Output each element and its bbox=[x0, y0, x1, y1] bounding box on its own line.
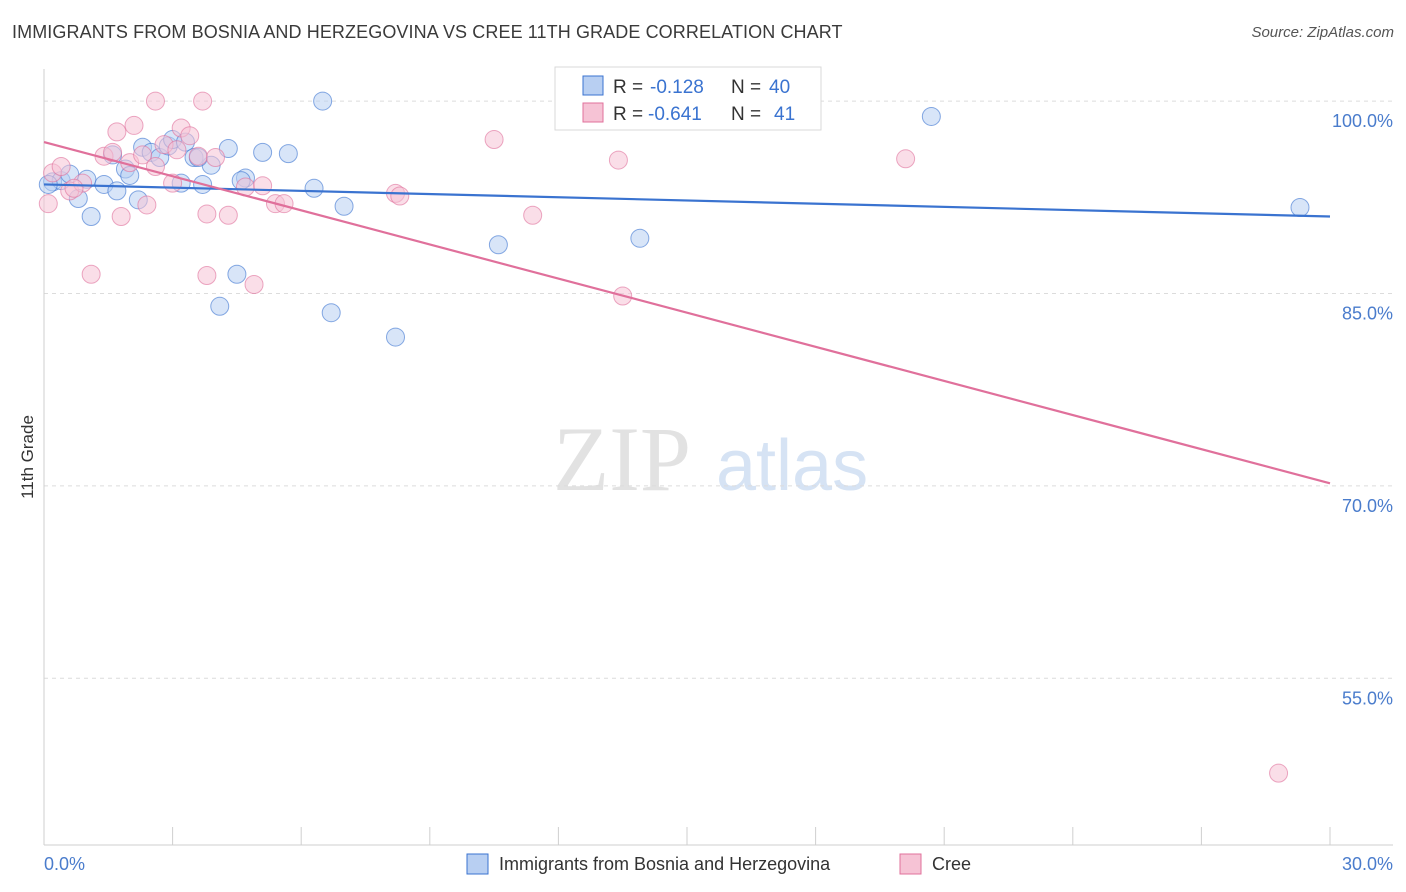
bosnia-point-26 bbox=[253, 142, 273, 162]
stats-swatch-pink bbox=[582, 102, 604, 123]
bosnia-point-31 bbox=[334, 196, 354, 216]
cree-point-9 bbox=[111, 207, 131, 227]
legend-label-bosnia: Immigrants from Bosnia and Herzegovina bbox=[499, 854, 831, 874]
trendlines bbox=[43, 141, 1331, 485]
cree-point-34 bbox=[608, 150, 628, 170]
bosnia-point-5 bbox=[81, 207, 101, 227]
bosnia-point-22 bbox=[210, 296, 230, 316]
cree-point-20 bbox=[188, 146, 208, 166]
cree-point-24 bbox=[205, 148, 225, 168]
bosnia-point-24 bbox=[227, 264, 247, 284]
cree-point-15 bbox=[145, 91, 165, 111]
bosnia-point-33 bbox=[488, 235, 508, 255]
bosnia-point-36 bbox=[1290, 198, 1310, 218]
stats-n-label-blue: N = bbox=[731, 77, 761, 98]
watermark-zip: ZIP bbox=[553, 408, 691, 510]
series-legend: Immigrants from Bosnia and Herzegovina C… bbox=[466, 853, 971, 875]
stats-n-value-pink: 41 bbox=[774, 104, 795, 125]
cree-point-33 bbox=[523, 205, 543, 225]
stats-n-value-blue: 40 bbox=[769, 77, 790, 98]
y-tick-label-0: 100.0% bbox=[1332, 111, 1393, 131]
cree-point-21 bbox=[193, 91, 213, 111]
cree-point-38 bbox=[64, 178, 84, 198]
trendline-cree bbox=[43, 141, 1331, 485]
cree-point-37 bbox=[1269, 763, 1289, 783]
stats-r-value-blue: -0.128 bbox=[650, 77, 704, 98]
trendline-bosnia bbox=[43, 183, 1331, 218]
bosnia-point-34 bbox=[630, 228, 650, 248]
cree-point-31 bbox=[390, 186, 410, 206]
bosnia-point-29 bbox=[313, 91, 333, 111]
cree-point-32 bbox=[484, 130, 504, 150]
y-tick-labels: 100.0% 85.0% 70.0% 55.0% bbox=[1332, 111, 1393, 708]
x-tick-label-max: 30.0% bbox=[1342, 854, 1393, 874]
stats-r-label-pink: R = bbox=[613, 104, 643, 125]
cree-point-19 bbox=[180, 126, 200, 146]
source-label: Source: ZipAtlas.com bbox=[1251, 24, 1394, 41]
stats-swatch-blue bbox=[582, 75, 604, 96]
chart-title: IMMIGRANTS FROM BOSNIA AND HERZEGOVINA V… bbox=[12, 22, 843, 42]
x-tick-label-min: 0.0% bbox=[44, 854, 85, 874]
cree-point-2 bbox=[51, 156, 71, 176]
y-tick-label-3: 55.0% bbox=[1342, 688, 1393, 708]
stats-legend: R = -0.128 N = 40 R = -0.641 N = 41 bbox=[554, 66, 822, 131]
cree-point-5 bbox=[81, 264, 101, 284]
series-bosnia-points bbox=[38, 91, 1310, 347]
cree-point-28 bbox=[253, 176, 273, 196]
cree-point-39 bbox=[167, 140, 187, 160]
cree-point-36 bbox=[896, 149, 916, 169]
stats-r-value-pink: -0.641 bbox=[648, 104, 702, 125]
y-axis-title: 11th Grade bbox=[18, 415, 37, 499]
cree-point-12 bbox=[133, 145, 153, 165]
legend-swatch-bosnia bbox=[466, 853, 489, 875]
bosnia-point-27 bbox=[278, 144, 298, 164]
bosnia-point-30 bbox=[321, 303, 341, 323]
stats-n-label-pink: N = bbox=[731, 104, 761, 125]
bosnia-point-32 bbox=[386, 327, 406, 347]
y-tick-label-1: 85.0% bbox=[1342, 303, 1393, 323]
cree-point-13 bbox=[137, 195, 157, 215]
cree-point-23 bbox=[197, 204, 217, 224]
bosnia-point-28 bbox=[304, 178, 324, 198]
bosnia-point-35 bbox=[921, 106, 941, 126]
bosnia-point-8 bbox=[107, 181, 127, 201]
stats-r-label-blue: R = bbox=[613, 77, 643, 98]
cree-point-11 bbox=[124, 115, 144, 135]
legend-label-cree: Cree bbox=[932, 854, 971, 874]
cree-point-27 bbox=[244, 274, 264, 294]
cree-point-8 bbox=[107, 122, 127, 142]
y-tick-label-2: 70.0% bbox=[1342, 496, 1393, 516]
watermark-atlas: atlas bbox=[716, 426, 868, 506]
cree-point-0 bbox=[38, 194, 58, 214]
cree-point-22 bbox=[197, 266, 217, 286]
legend-swatch-cree bbox=[899, 853, 922, 875]
cree-point-25 bbox=[218, 205, 238, 225]
